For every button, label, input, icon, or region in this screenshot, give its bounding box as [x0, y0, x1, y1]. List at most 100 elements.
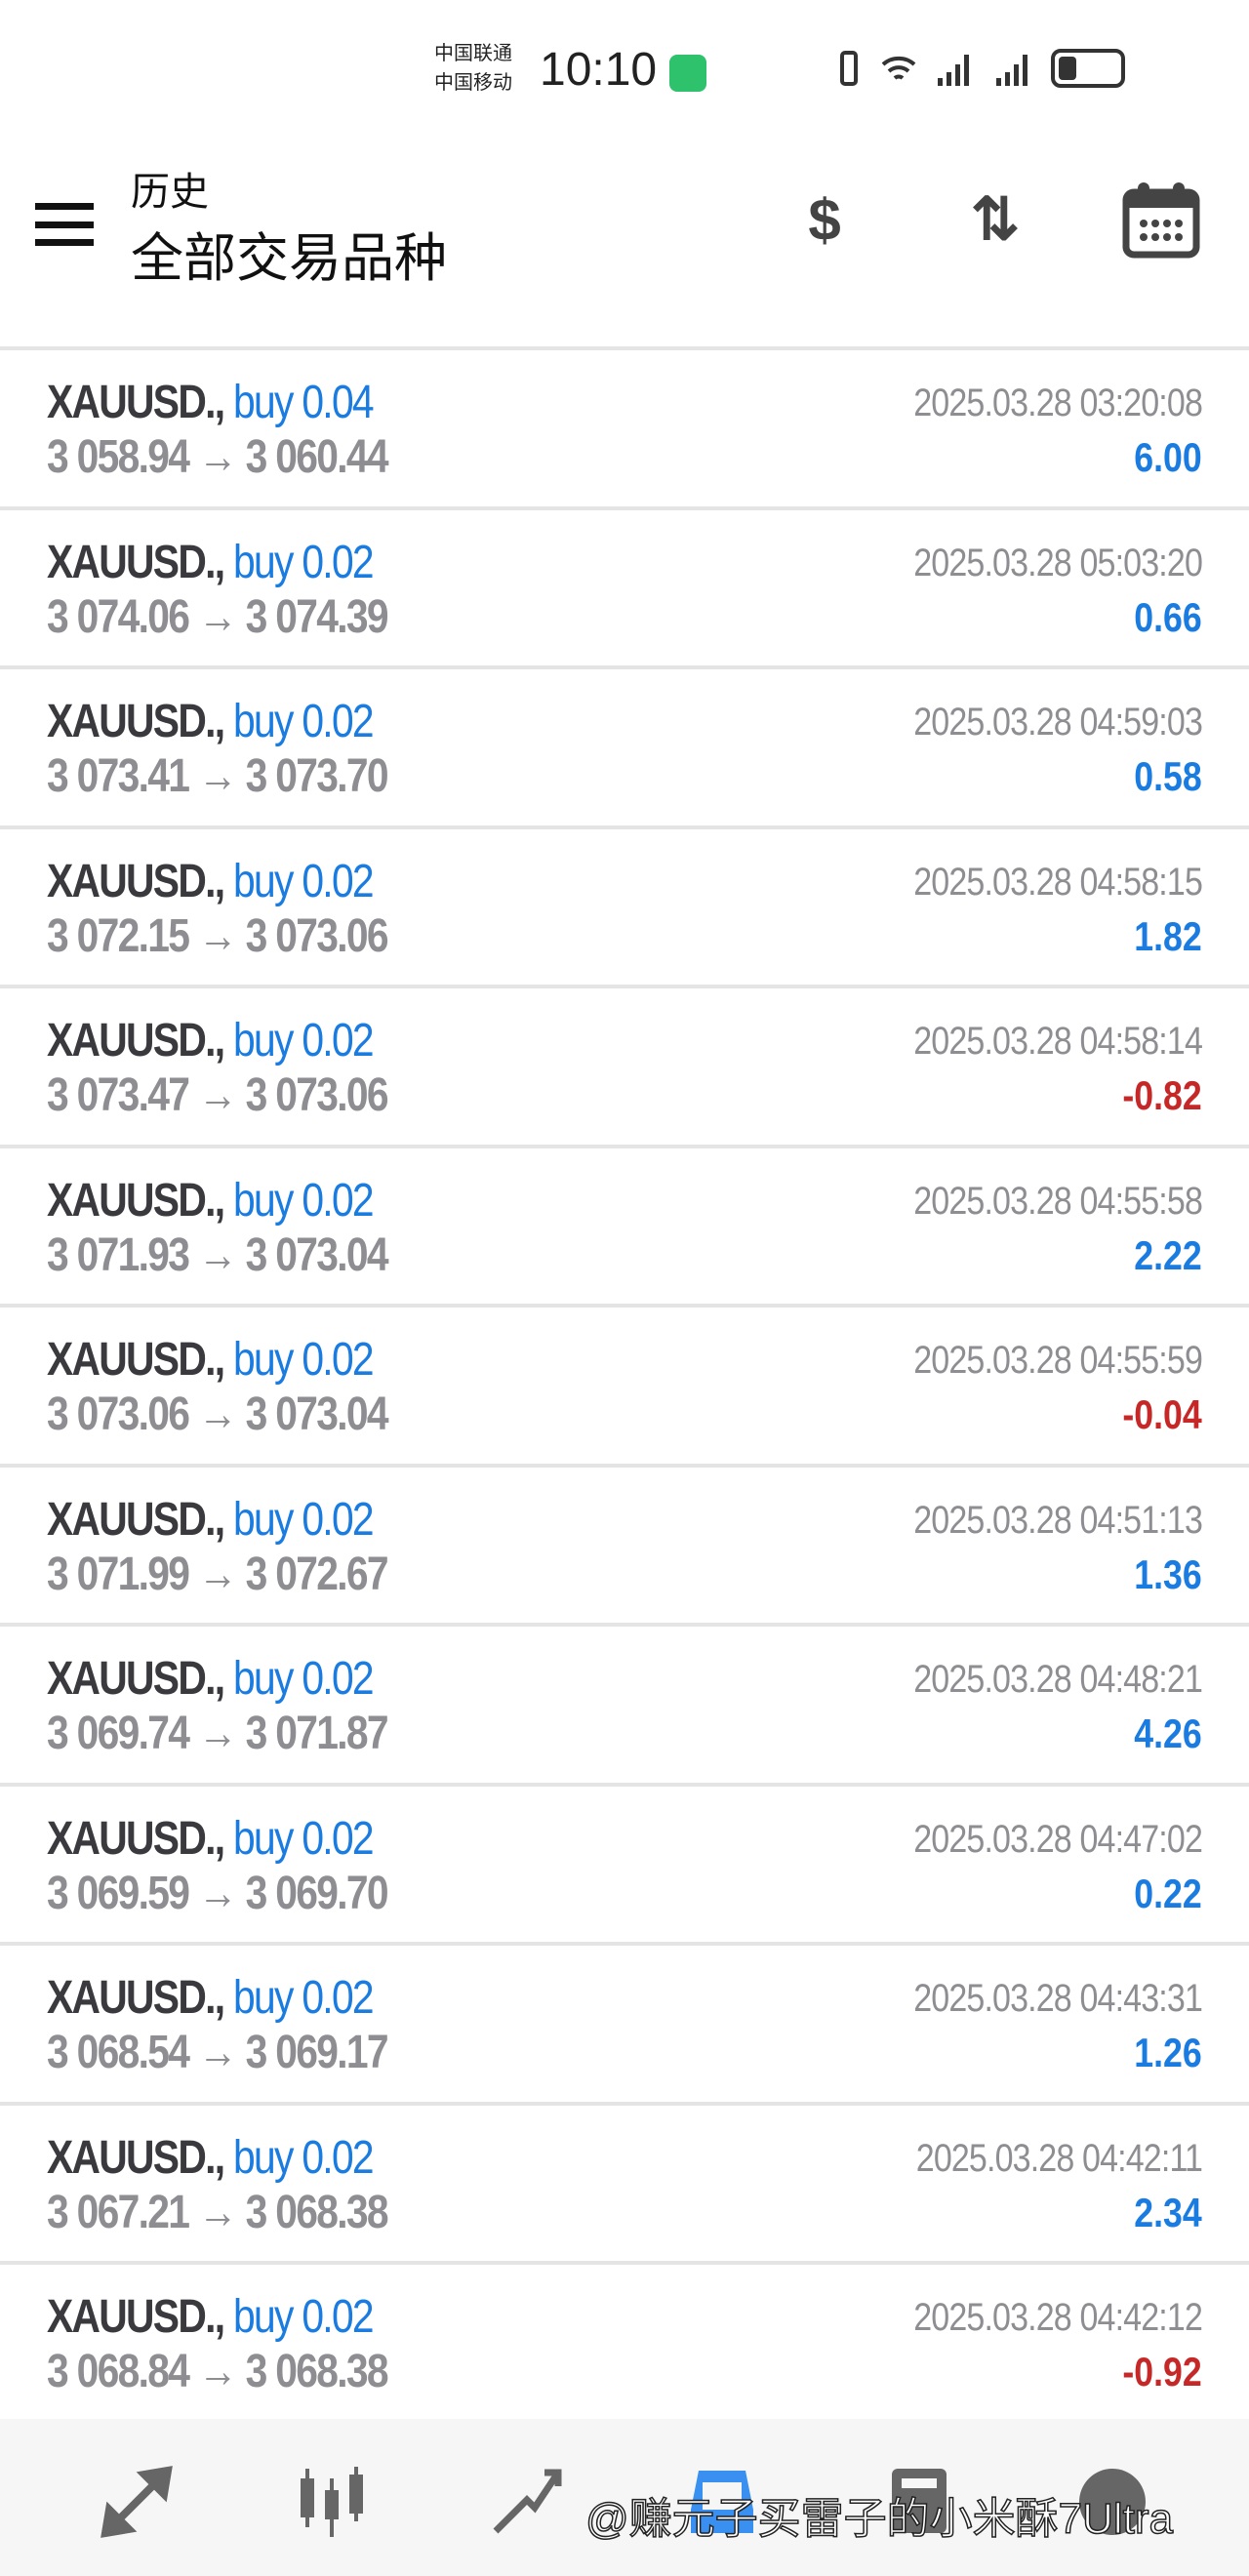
- trade-prices: 3 069.59 → 3 069.70: [47, 1867, 389, 1919]
- trade-symbol: XAUUSD., buy 0.02: [47, 1971, 375, 2025]
- trade-symbol: XAUUSD., buy 0.02: [47, 2290, 375, 2344]
- trade-time: 2025.03.28 04:51:13: [913, 1498, 1203, 1542]
- trade-row[interactable]: XAUUSD., buy 0.02 3 071.99 → 3 072.67 20…: [0, 1468, 1249, 1627]
- trade-symbol: XAUUSD., buy 0.02: [47, 695, 375, 748]
- trade-row[interactable]: XAUUSD., buy 0.02 3 073.06 → 3 073.04 20…: [0, 1308, 1249, 1468]
- trade-side-volume: buy 0.02: [232, 1015, 375, 1067]
- trade-row[interactable]: XAUUSD., buy 0.02 3 071.93 → 3 073.04 20…: [0, 1148, 1249, 1308]
- vibrate-icon: [840, 51, 858, 86]
- trade-profit: 1.26: [1134, 2030, 1202, 2075]
- trade-side-volume: buy 0.02: [232, 1174, 375, 1227]
- trade-row[interactable]: XAUUSD., buy 0.02 3 073.47 → 3 073.06 20…: [0, 988, 1249, 1148]
- trade-prices: 3 067.21 → 3 068.38: [47, 2186, 389, 2238]
- trade-profit: 0.22: [1134, 1870, 1202, 1916]
- trade-side-volume: buy 0.02: [232, 696, 375, 747]
- settings-icon[interactable]: [1068, 2458, 1156, 2546]
- carrier-1: 中国联通: [434, 43, 512, 64]
- trade-side-volume: buy 0.02: [232, 2131, 375, 2184]
- trade-profit: 2.22: [1134, 1231, 1202, 1278]
- trade-row[interactable]: XAUUSD., buy 0.02 3 072.15 → 3 073.06 20…: [0, 829, 1249, 988]
- trade-time: 2025.03.28 04:42:11: [915, 2136, 1203, 2180]
- menu-icon[interactable]: [35, 203, 94, 246]
- symbol: XAUUSD.,: [47, 1334, 225, 1386]
- trade-symbol: XAUUSD., buy 0.02: [47, 1812, 375, 1866]
- symbol: XAUUSD.,: [47, 1653, 225, 1705]
- trade-time: 2025.03.28 04:47:02: [913, 1817, 1203, 1861]
- symbol: XAUUSD.,: [47, 1972, 225, 2024]
- trade-side-volume: buy 0.02: [232, 536, 375, 588]
- trade-profit: 6.00: [1134, 434, 1202, 480]
- symbol: XAUUSD.,: [47, 2131, 225, 2184]
- trade-icon[interactable]: [483, 2458, 571, 2546]
- wechat-icon: [669, 55, 706, 92]
- trade-prices: 3 069.74 → 3 071.87: [47, 1708, 389, 1759]
- app-header: 历史 全部交易品种 $ ⇅: [0, 137, 1249, 348]
- trade-row[interactable]: XAUUSD., buy 0.02 3 073.41 → 3 073.70 20…: [0, 669, 1249, 829]
- trade-prices: 3 072.15 → 3 073.06: [47, 909, 389, 962]
- trade-row[interactable]: XAUUSD., buy 0.04 3 058.94 → 3 060.44 20…: [0, 350, 1249, 510]
- symbol: XAUUSD.,: [47, 696, 225, 747]
- symbol: XAUUSD.,: [47, 377, 225, 428]
- trade-row[interactable]: XAUUSD., buy 0.02 3 069.59 → 3 069.70 20…: [0, 1787, 1249, 1946]
- trade-profit: -0.82: [1122, 1072, 1202, 1118]
- trade-time: 2025.03.28 04:59:03: [913, 701, 1203, 744]
- trade-prices: 3 073.41 → 3 073.70: [47, 750, 389, 802]
- watermark: @赚元子买雷子的小米酥7Ultra: [584, 2494, 1174, 2544]
- trade-prices: 3 073.47 → 3 073.06: [47, 1069, 389, 1121]
- trade-time: 2025.03.28 04:42:12: [913, 2296, 1203, 2339]
- history-icon[interactable]: [678, 2458, 766, 2546]
- trade-prices: 3 058.94 → 3 060.44: [47, 431, 389, 483]
- trade-row[interactable]: XAUUSD., buy 0.02 3 067.21 → 3 068.38 20…: [0, 2106, 1249, 2265]
- trade-symbol: XAUUSD., buy 0.02: [47, 1014, 375, 1067]
- symbol: XAUUSD.,: [47, 536, 225, 588]
- trade-row[interactable]: XAUUSD., buy 0.02 3 068.84 → 3 068.38 20…: [0, 2265, 1249, 2425]
- signal-4g-icon: [938, 55, 969, 86]
- carrier-info: 中国联通 中国移动: [434, 39, 512, 98]
- trade-symbol: XAUUSD., buy 0.02: [47, 2131, 375, 2185]
- trade-time: 2025.03.28 04:58:14: [913, 1020, 1203, 1063]
- trade-row[interactable]: XAUUSD., buy 0.02 3 068.54 → 3 069.17 20…: [0, 1946, 1249, 2106]
- trade-side-volume: buy 0.02: [232, 1972, 375, 2024]
- trade-profit: -0.04: [1122, 1391, 1202, 1437]
- trade-row[interactable]: XAUUSD., buy 0.02 3 074.06 → 3 074.39 20…: [0, 510, 1249, 669]
- trade-profit: 4.26: [1134, 1711, 1202, 1756]
- trade-symbol: XAUUSD., buy 0.02: [47, 1493, 375, 1547]
- calendar-icon[interactable]: [1117, 176, 1205, 263]
- symbol-filter[interactable]: 全部交易品种: [131, 229, 447, 288]
- trade-prices: 3 068.54 → 3 069.17: [47, 2027, 389, 2078]
- trade-symbol: XAUUSD., buy 0.02: [47, 855, 375, 908]
- messages-icon[interactable]: [873, 2458, 961, 2546]
- trade-symbol: XAUUSD., buy 0.04: [47, 376, 375, 429]
- trade-symbol: XAUUSD., buy 0.02: [47, 1652, 375, 1706]
- trade-profit: 1.36: [1134, 1550, 1202, 1597]
- symbol: XAUUSD.,: [47, 1812, 225, 1865]
- sort-icon[interactable]: ⇅: [970, 186, 1021, 252]
- trade-symbol: XAUUSD., buy 0.02: [47, 1174, 375, 1228]
- trade-side-volume: buy 0.02: [232, 2291, 375, 2343]
- header-divider: [0, 346, 1249, 350]
- trade-side-volume: buy 0.04: [232, 377, 375, 428]
- trade-time: 2025.03.28 05:03:20: [913, 541, 1203, 584]
- quotes-icon[interactable]: [93, 2458, 181, 2546]
- trade-time: 2025.03.28 04:55:59: [913, 1339, 1203, 1382]
- chart-icon[interactable]: [288, 2458, 376, 2546]
- trade-profit: -0.92: [1122, 2349, 1202, 2395]
- currency-exchange-icon[interactable]: $: [808, 186, 841, 253]
- trade-time: 2025.03.28 04:55:58: [913, 1179, 1203, 1223]
- trade-profit: 0.58: [1134, 753, 1202, 799]
- trade-prices: 3 074.06 → 3 074.39: [47, 590, 389, 643]
- trade-time: 2025.03.28 04:58:15: [913, 860, 1203, 904]
- battery-icon: [1051, 49, 1125, 88]
- symbol: XAUUSD.,: [47, 855, 225, 907]
- signal-4g-icon: [996, 55, 1027, 86]
- bottom-nav: [0, 2419, 1249, 2576]
- trade-side-volume: buy 0.02: [232, 1812, 375, 1865]
- trade-time: 2025.03.28 03:20:08: [913, 382, 1203, 424]
- trade-profit: 0.66: [1134, 593, 1202, 640]
- trade-history-list: XAUUSD., buy 0.04 3 058.94 → 3 060.44 20…: [0, 350, 1249, 2425]
- symbol: XAUUSD.,: [47, 2291, 225, 2343]
- trade-row[interactable]: XAUUSD., buy 0.02 3 069.74 → 3 071.87 20…: [0, 1627, 1249, 1787]
- carrier-2: 中国移动: [434, 72, 512, 94]
- trade-time: 2025.03.28 04:48:21: [913, 1658, 1203, 1701]
- trade-time: 2025.03.28 04:43:31: [913, 1977, 1203, 2020]
